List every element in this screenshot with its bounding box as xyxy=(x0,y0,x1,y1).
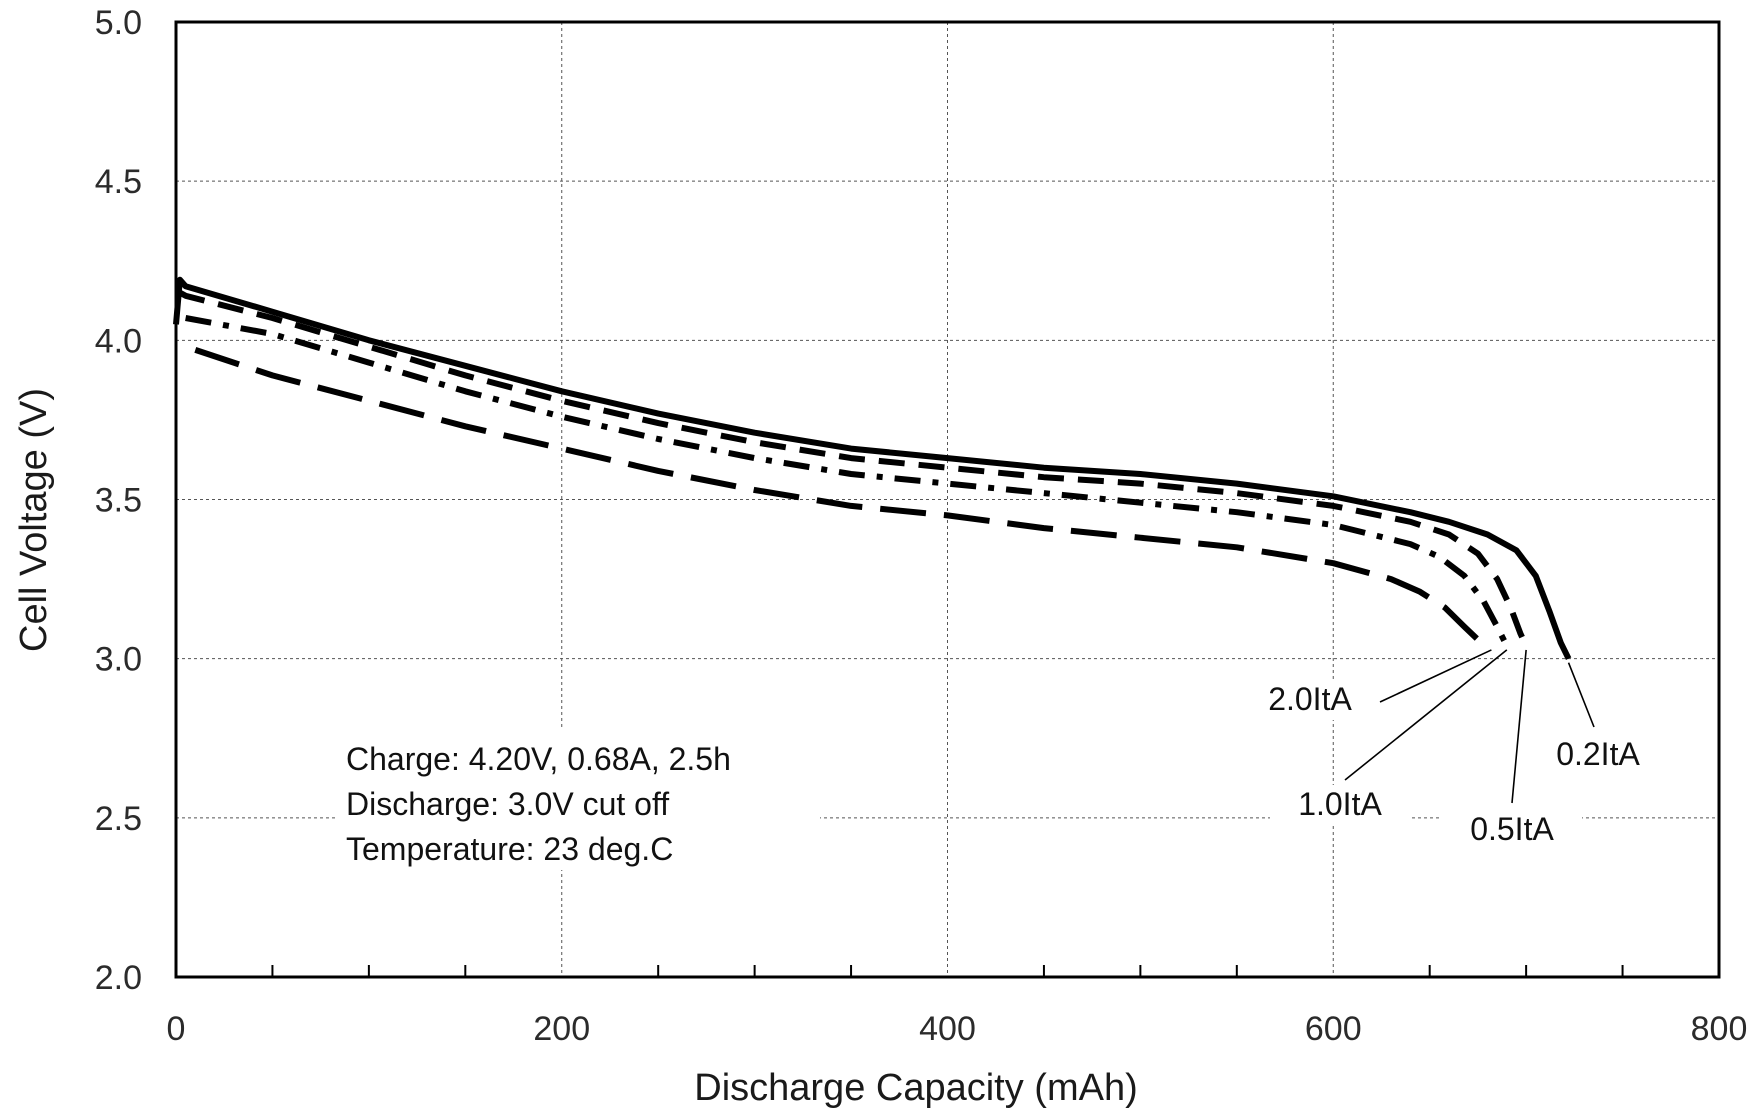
callout-leader-2.0ItA xyxy=(1379,649,1492,703)
callout-label-0.2ItA: 0.2ItA xyxy=(1556,736,1640,772)
callout-label-0.5ItA: 0.5ItA xyxy=(1470,811,1554,847)
series-line-0.2ItA xyxy=(173,276,1572,661)
y-tick-label: 3.0 xyxy=(95,641,142,679)
callout-leader-0.2ItA xyxy=(1567,662,1595,728)
callout-label-2.0ItA: 2.0ItA xyxy=(1268,681,1352,717)
x-tick-label: 800 xyxy=(1691,1010,1748,1048)
callout-background xyxy=(1240,680,1380,720)
x-tick-label: 400 xyxy=(919,1010,976,1048)
y-tick-label: 5.0 xyxy=(95,4,142,42)
series-lines xyxy=(173,276,1572,661)
series-line-2.0ItA xyxy=(194,347,1493,649)
y-tick-label: 4.5 xyxy=(95,163,142,201)
note-charge: Charge: 4.20V, 0.68A, 2.5h xyxy=(346,741,731,777)
callout-background xyxy=(1442,810,1582,850)
note-background xyxy=(335,730,820,870)
series-line-0.5ItA xyxy=(178,289,1529,648)
y-tick-labels: 2.0 2.5 3.0 3.5 4.0 4.5 5.0 xyxy=(95,4,142,997)
minor-ticks xyxy=(271,965,1624,977)
y-axis-title: Cell Voltage (V) xyxy=(13,388,55,652)
x-tick-label: 0 xyxy=(167,1010,186,1048)
y-tick-label: 3.5 xyxy=(95,482,142,520)
plot-frame xyxy=(174,20,1721,979)
y-tick-label: 2.5 xyxy=(95,800,142,838)
series-callouts: 0.2ItA 0.5ItA 1.0ItA 2.0ItA xyxy=(1268,681,1640,847)
x-tick-label: 600 xyxy=(1305,1010,1362,1048)
y-tick-label: 2.0 xyxy=(95,959,142,997)
x-tick-labels: 0 200 400 600 800 xyxy=(167,1010,1748,1048)
y-tick-label: 4.0 xyxy=(95,322,142,360)
callout-leader-1.0ItA xyxy=(1344,649,1508,781)
note-discharge: Discharge: 3.0V cut off xyxy=(346,786,669,822)
callout-leader-0.5ItA xyxy=(1511,649,1527,804)
series-line-1.0ItA xyxy=(185,315,1510,648)
note-temperature: Temperature: 23 deg.C xyxy=(346,831,673,867)
callout-label-1.0ItA: 1.0ItA xyxy=(1298,786,1382,822)
x-axis-title: Discharge Capacity (mAh) xyxy=(694,1067,1137,1109)
x-tick-label: 200 xyxy=(533,1010,590,1048)
callout-background xyxy=(1270,785,1410,825)
callout-leaders xyxy=(1240,649,1668,850)
callout-background xyxy=(1528,735,1668,775)
